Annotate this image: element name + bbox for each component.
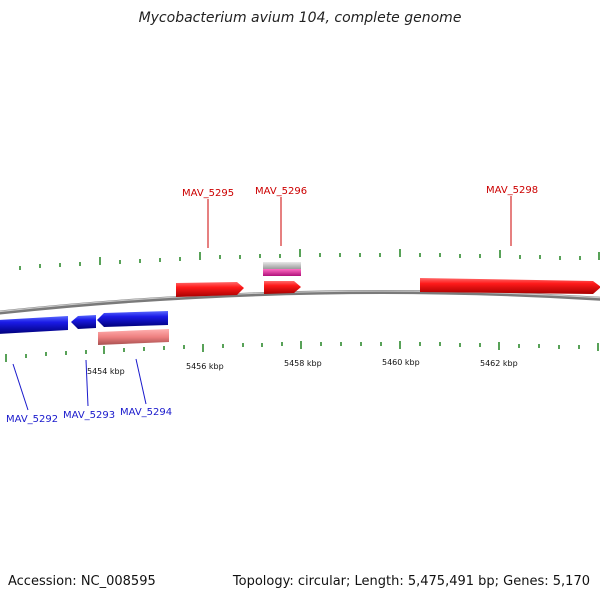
inner-tick-marks xyxy=(5,341,599,362)
outer-tick-marks xyxy=(19,249,600,270)
genome-summary-text: Topology: circular; Length: 5,475,491 bp… xyxy=(232,574,590,589)
genome-title: Mycobacterium avium 104, complete genome xyxy=(138,10,462,26)
accession-text: Accession: NC_008595 xyxy=(8,574,156,589)
feature-gray-block[interactable] xyxy=(263,262,301,269)
label-mav-5298[interactable]: MAV_5298 xyxy=(486,185,538,196)
tick-label-5462: 5462 kbp xyxy=(480,359,518,368)
label-mav-5296[interactable]: MAV_5296 xyxy=(255,186,307,197)
gene-mav-5298[interactable] xyxy=(420,278,600,294)
tick-label-5456: 5456 kbp xyxy=(186,362,224,371)
gene-mav-5292[interactable] xyxy=(0,316,68,334)
gene-mav-5296[interactable] xyxy=(264,281,301,294)
genome-backbone xyxy=(0,290,600,315)
leader-mav-5294 xyxy=(135,358,147,405)
label-mav-5292[interactable]: MAV_5292 xyxy=(6,414,58,425)
tick-label-5460: 5460 kbp xyxy=(382,358,420,367)
leader-mav-5292 xyxy=(12,363,29,411)
label-mav-5294[interactable]: MAV_5294 xyxy=(120,407,172,418)
feature-magenta-block[interactable] xyxy=(263,269,301,276)
label-mav-5295[interactable]: MAV_5295 xyxy=(182,188,234,199)
gene-mav-5293[interactable] xyxy=(71,315,96,329)
gene-mav-5295[interactable] xyxy=(176,282,244,297)
tick-label-5454: 5454 kbp xyxy=(87,367,125,376)
tick-label-5458: 5458 kbp xyxy=(284,359,322,368)
label-mav-5293[interactable]: MAV_5293 xyxy=(63,410,115,421)
leader-mav-5293 xyxy=(85,359,89,407)
gene-mav-5294[interactable] xyxy=(97,311,168,327)
gene-mav-5294-pseudo[interactable] xyxy=(98,329,169,345)
